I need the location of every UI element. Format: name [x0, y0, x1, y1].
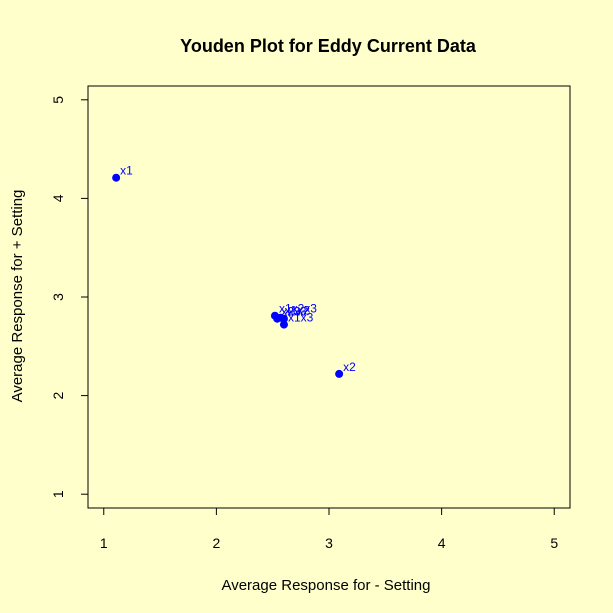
- data-point-label: x2x3: [281, 305, 307, 319]
- data-point: [112, 173, 121, 182]
- x-tick-label: 1: [100, 535, 108, 551]
- y-tick-label: 1: [50, 490, 66, 498]
- y-tick-label: 3: [50, 293, 66, 301]
- x-tick-label: 3: [325, 535, 333, 551]
- data-point-label: x3: [288, 305, 301, 319]
- y-tick-label: 2: [50, 391, 66, 399]
- data-point-label: x1x2: [285, 304, 311, 318]
- x-tick-label: 2: [212, 535, 220, 551]
- data-point: [270, 311, 279, 320]
- y-axis: 1 2 3 4 5: [50, 96, 89, 498]
- data-point: [335, 369, 344, 378]
- chart-title: Youden Plot for Eddy Current Data: [180, 36, 477, 56]
- data-point: [279, 320, 288, 329]
- data-point-label: x1: [120, 164, 133, 178]
- y-axis-label: Average Response for + Setting: [9, 190, 26, 403]
- data-point-label: x2: [343, 360, 356, 374]
- x-axis-label: Average Response for - Setting: [221, 577, 430, 594]
- y-tick-label: 4: [50, 194, 66, 202]
- data-point-label: x1x3: [288, 311, 314, 325]
- data-point-label: x1x2x3: [279, 302, 317, 316]
- x-tick-label: 5: [550, 535, 558, 551]
- x-axis: 1 2 3 4 5: [100, 507, 558, 551]
- y-tick-label: 5: [50, 96, 66, 104]
- x-tick-label: 4: [438, 535, 446, 551]
